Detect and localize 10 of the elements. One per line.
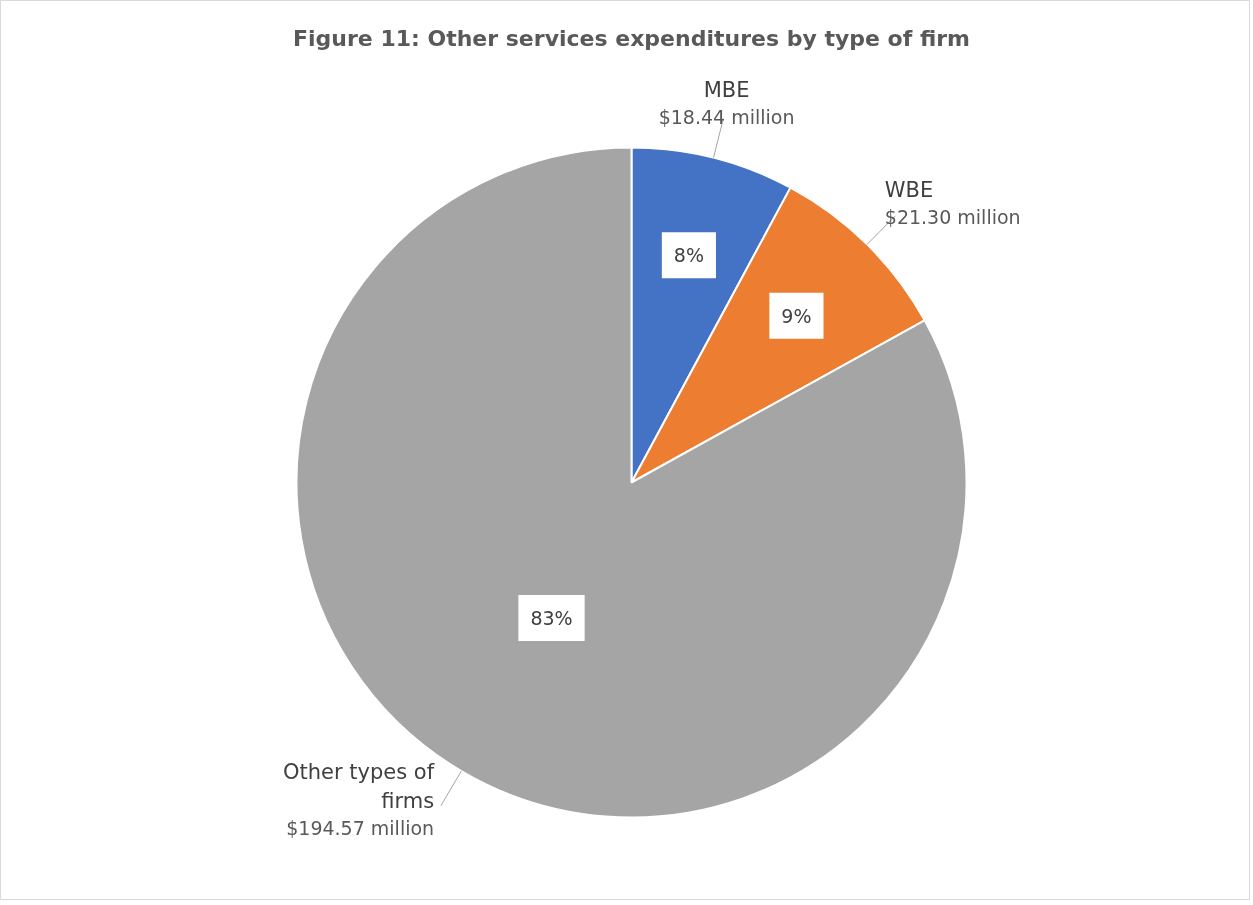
text: 9% [781, 304, 812, 327]
text: 83% [530, 607, 573, 630]
data-label: $194.57 million [286, 817, 435, 840]
slice-label: MBE [703, 77, 750, 102]
chart-title: Figure 11: Other services expenditures by type of firm [292, 25, 971, 51]
text: 8% [673, 244, 704, 267]
slice-label: WBE [884, 178, 934, 203]
data-label: $21.30 million [884, 206, 1021, 229]
slice-label: Other types of firms [283, 760, 435, 814]
data-label: $18.44 million [658, 105, 795, 128]
